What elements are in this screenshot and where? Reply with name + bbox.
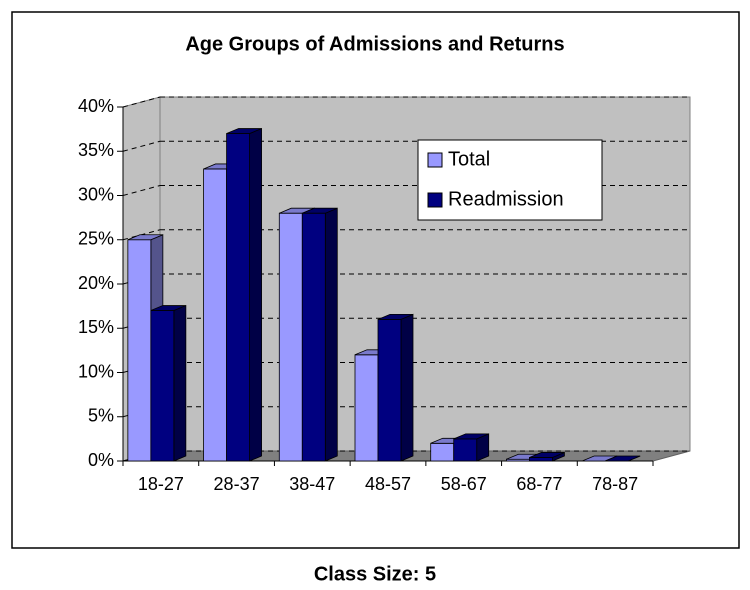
chart-title: Age Groups of Admissions and Returns — [185, 33, 564, 55]
x-tick-label: 78-87 — [592, 474, 638, 494]
x-tick-label: 28-37 — [214, 474, 260, 494]
bar-top — [127, 234, 164, 241]
bar — [301, 207, 338, 462]
bar-front — [430, 442, 455, 462]
grid-line-side — [122, 96, 161, 108]
y-tick-label: 20% — [78, 273, 114, 293]
legend-label: Total — [448, 148, 490, 170]
y-tick-label: 15% — [78, 317, 114, 337]
y-tick-label: 5% — [88, 406, 114, 426]
grid-line-side — [122, 185, 161, 196]
legend-box — [417, 139, 603, 221]
legend-label: Readmission — [448, 188, 564, 210]
bar-front — [529, 457, 553, 462]
bar-side — [249, 127, 262, 462]
bar — [150, 304, 187, 462]
bar-top — [377, 313, 414, 320]
y-tick-label: 25% — [78, 229, 114, 249]
grid-line-side — [122, 140, 161, 152]
bar-top — [453, 433, 489, 440]
bar — [604, 455, 641, 462]
y-tick-label: 35% — [78, 140, 114, 160]
bar — [226, 127, 262, 462]
grid-line — [122, 96, 690, 108]
y-tick-label: 30% — [78, 184, 114, 204]
bar-side — [173, 304, 187, 462]
x-tick-label: 18-27 — [138, 474, 184, 494]
caption: Class Size: 5 — [314, 563, 436, 585]
bar-front — [354, 354, 379, 462]
bar — [377, 313, 414, 462]
legend-swatch — [427, 152, 443, 168]
x-tick-label: 38-47 — [289, 474, 335, 494]
legend-swatch — [427, 192, 443, 208]
bar-front — [301, 212, 326, 462]
y-tick-label: 40% — [78, 96, 114, 116]
x-tick-label: 58-67 — [441, 474, 487, 494]
bar — [529, 451, 565, 462]
bar-front — [226, 133, 250, 462]
bar — [453, 433, 490, 462]
bar-side — [324, 207, 338, 462]
y-tick-label: 0% — [88, 450, 114, 470]
bar-top — [529, 452, 565, 458]
bar-side — [400, 313, 414, 462]
bar-top — [150, 305, 187, 311]
bar-front — [127, 239, 152, 462]
bar-front — [203, 168, 227, 462]
bar-front — [150, 310, 175, 462]
bar-front — [377, 318, 402, 462]
bar-front — [453, 438, 478, 462]
y-tick-label: 10% — [78, 361, 114, 381]
bar-front — [278, 212, 303, 462]
bar-top — [302, 207, 338, 214]
x-tick-label: 68-77 — [516, 474, 562, 494]
bar-top — [604, 455, 641, 462]
bar-top — [226, 128, 262, 134]
x-tick-label: 48-57 — [365, 474, 411, 494]
